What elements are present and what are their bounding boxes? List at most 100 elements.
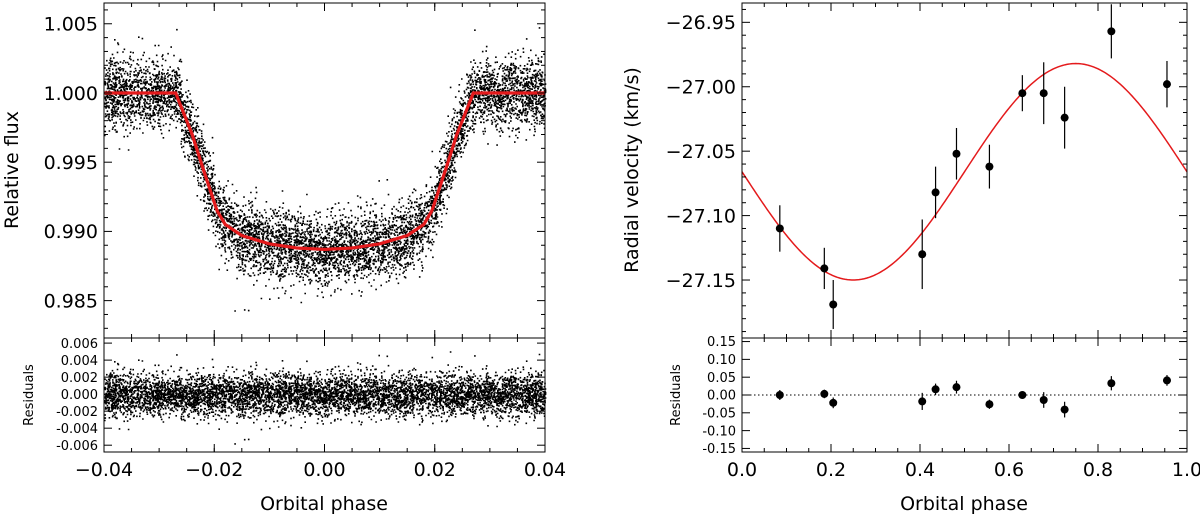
rv-residual-point-marker (829, 398, 838, 407)
rv-point-marker (952, 149, 961, 158)
rv-residual-point-marker (1018, 391, 1027, 399)
rv-point-marker (1060, 113, 1069, 122)
rv-residual-point (1162, 375, 1171, 386)
lc-y-tick-label: 1.000 (44, 83, 98, 105)
rv-point (1018, 75, 1027, 112)
rv-residual-point-marker (931, 385, 940, 394)
rv-res-y-tick-label: -0.15 (702, 442, 736, 457)
rv-residual-point (985, 399, 994, 409)
rv-xlabel: Orbital phase (900, 493, 1028, 515)
rv-point-marker (918, 250, 927, 259)
rv-residual-point (1107, 376, 1116, 391)
rv-residual-point (931, 383, 940, 395)
rv-res-y-tick-label: -0.05 (702, 406, 736, 421)
rv-ylabel: Radial velocity (km/s) (621, 67, 643, 273)
rv-residual-frame (741, 337, 1188, 453)
rv-x-tick-label: 0.8 (1083, 459, 1113, 481)
rv-point (1039, 62, 1048, 125)
rv-res-y-tick-label: 0.15 (707, 335, 736, 350)
rv-point (775, 205, 784, 252)
rv-residual-point-marker (952, 383, 961, 392)
rv-y-tick-label: −26.95 (666, 12, 736, 34)
lc-x-tick-label: 0.04 (524, 459, 566, 481)
lc-res-y-tick-label: -0.006 (56, 439, 98, 454)
rv-residual-point (775, 390, 784, 400)
lc-res-y-tick-label: -0.002 (56, 405, 98, 420)
rv-axes: −27.15 −27.10 −27.05 −27.00 −26.95 -0.15 -0.10… (666, 3, 1200, 481)
rv-residual-point (1039, 392, 1048, 408)
rv-data-points (775, 4, 1171, 329)
rv-point-marker (1107, 27, 1116, 36)
lc-y-tick-label: 1.005 (44, 14, 98, 36)
light-curve-model (104, 91, 545, 252)
rv-y-tick-label: −27.15 (666, 270, 736, 292)
rv-point-marker (820, 264, 829, 273)
rv-res-y-tick-label: 0.05 (707, 371, 736, 386)
rv-point-marker (829, 300, 838, 309)
rv-point (820, 247, 829, 290)
lc-x-tick-label: −0.04 (75, 459, 133, 481)
lc-x-tick-label: 0.02 (414, 459, 456, 481)
lc-res-y-tick-label: 0.006 (61, 337, 98, 352)
rv-point-marker (775, 224, 784, 233)
rv-residual-point (820, 389, 829, 399)
rv-point-marker (1018, 89, 1027, 98)
lc-res-y-tick-label: 0.002 (61, 371, 98, 386)
light-curve-data-points (104, 27, 547, 312)
rv-res-y-tick-label: -0.10 (702, 424, 736, 439)
rv-residual-point-marker (820, 389, 829, 398)
rv-point (931, 166, 940, 219)
lc-y-tick-label: 0.985 (44, 290, 98, 312)
rv-residual-point (829, 397, 838, 409)
rv-y-tick-label: −27.00 (666, 77, 736, 99)
lc-y-tick-label: 0.995 (44, 152, 98, 174)
rv-residual-point-marker (918, 397, 927, 406)
light-curve-residual-frame (103, 337, 546, 453)
rv-residual-point-marker (1060, 405, 1069, 414)
lc-x-tick-label: 0.00 (303, 459, 345, 481)
rv-point-marker (931, 188, 940, 197)
rv-x-tick-label: 0.4 (905, 459, 935, 481)
rv-y-tick-label: −27.10 (666, 205, 736, 227)
light-curve-main-frame (103, 2, 546, 339)
rv-residual-point (918, 392, 927, 410)
rv-residual-point-marker (1162, 376, 1171, 385)
rv-point-marker (985, 162, 994, 171)
rv-residual-point-marker (1039, 395, 1048, 404)
light-curve-residual-points (104, 351, 547, 445)
rv-point (985, 144, 994, 189)
rv-res-y-tick-label: 0.00 (707, 389, 736, 404)
rv-point (1060, 86, 1069, 149)
light-curve-ylabel: Relative flux (1, 111, 23, 229)
lc-y-tick-label: 0.990 (44, 221, 98, 243)
light-curve-xlabel: Orbital phase (260, 493, 388, 515)
rv-residual-point (1018, 391, 1027, 399)
rv-model (741, 62, 1188, 281)
light-curve-model-line (104, 91, 545, 252)
rv-point (829, 280, 838, 329)
rv-point-marker (1039, 89, 1048, 98)
rv-residual-point-marker (775, 391, 784, 399)
rv-x-tick-label: 0.2 (816, 459, 846, 481)
lc-res-y-tick-label: -0.004 (56, 422, 98, 437)
light-curve-points (104, 27, 547, 312)
rv-x-tick-label: 0.0 (727, 459, 757, 481)
rv-point (1162, 60, 1171, 108)
light-curve-residuals (104, 351, 547, 445)
light-curve-residual-ylabel: Residuals (22, 364, 37, 426)
rv-point (952, 127, 961, 180)
rv-x-tick-label: 0.6 (994, 459, 1024, 481)
lc-x-tick-label: −0.02 (185, 459, 243, 481)
rv-residual-point-marker (985, 400, 994, 409)
rv-residual-ylabel: Residuals (669, 364, 684, 426)
rv-residual-points (775, 375, 1171, 418)
rv-res-y-tick-label: 0.10 (707, 353, 736, 368)
rv-model-line (741, 62, 1188, 281)
lc-res-y-tick-label: 0.000 (61, 388, 98, 403)
rv-point (1107, 4, 1116, 59)
rv-x-tick-label: 1.0 (1172, 459, 1200, 481)
rv-residual-point (952, 380, 961, 394)
rv-residual-point (1060, 401, 1069, 418)
rv-point (918, 219, 927, 290)
